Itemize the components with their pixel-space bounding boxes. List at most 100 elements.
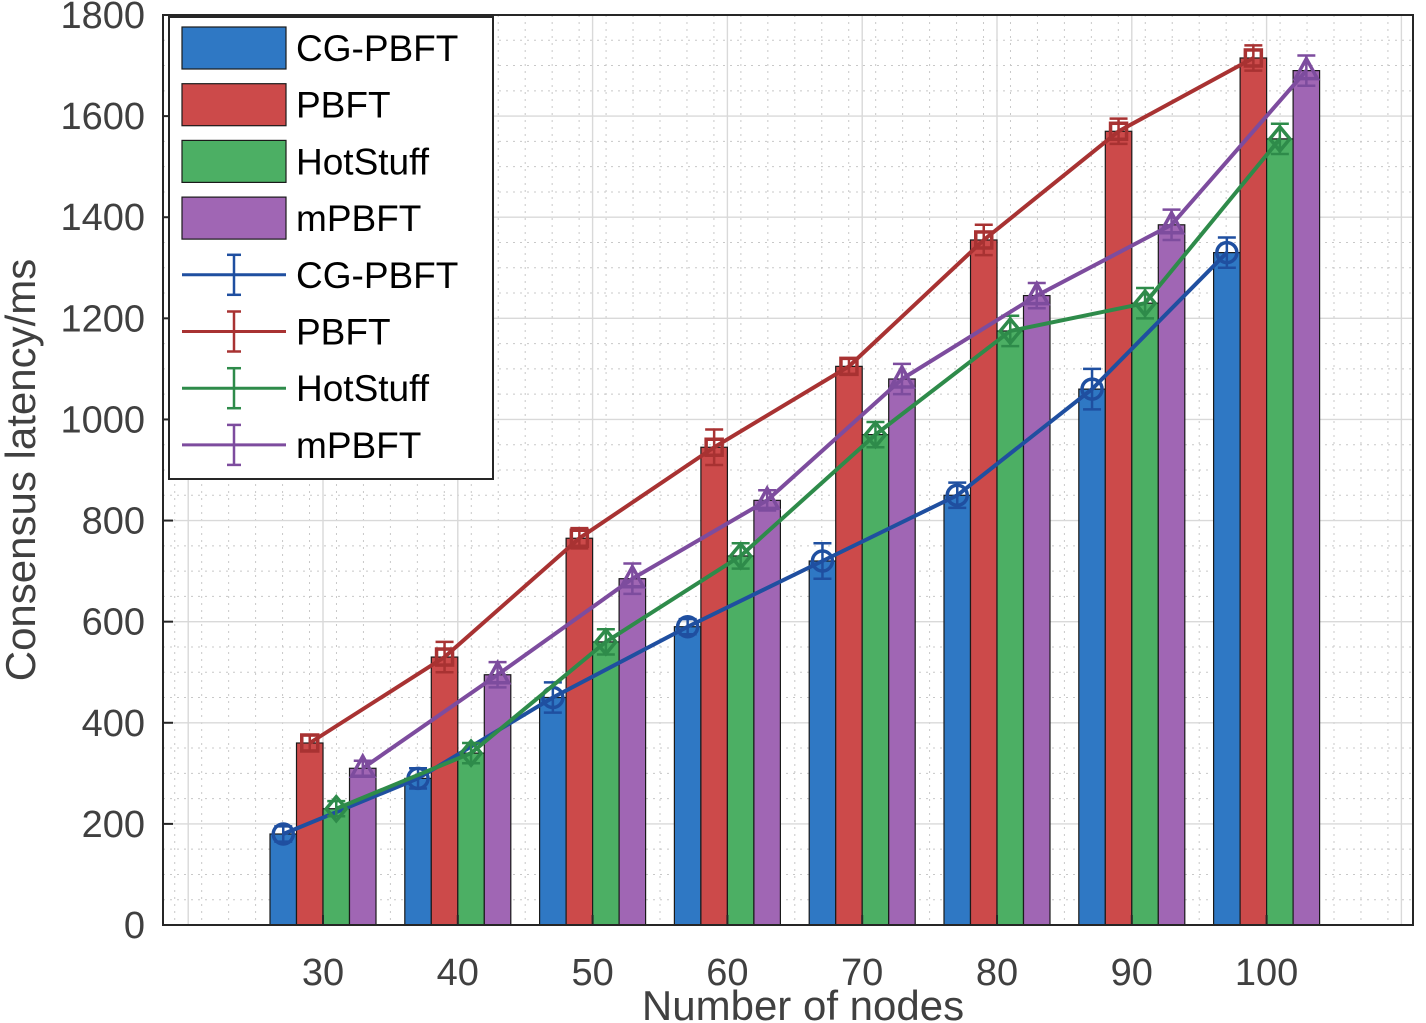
point-hotstuff-50 bbox=[593, 627, 619, 657]
bar-cg-pbft-60 bbox=[673, 626, 702, 926]
bar-hotstuff-60 bbox=[726, 555, 755, 926]
bar-hotstuff-50 bbox=[591, 641, 620, 926]
point-pbft-90 bbox=[1108, 121, 1129, 142]
point-cg-pbft-60 bbox=[675, 614, 700, 639]
bar-hotstuff-100 bbox=[1265, 138, 1294, 926]
x-tick-label: 50 bbox=[571, 952, 613, 994]
x-axis-label: Number of nodes bbox=[642, 982, 964, 1023]
legend-label-line-cg-pbft: CG-PBFT bbox=[296, 255, 458, 296]
bar-pbft-60 bbox=[700, 446, 729, 926]
point-cg-pbft-100 bbox=[1215, 240, 1239, 265]
bar-hotstuff-80 bbox=[996, 330, 1025, 926]
point-mpbft-80 bbox=[1022, 279, 1051, 306]
bar-hotstuff-40 bbox=[457, 752, 485, 926]
legend-entry-line-mpbft: mPBFT bbox=[182, 423, 421, 467]
line-mpbft bbox=[361, 69, 1308, 770]
bar-cg-pbft-80 bbox=[943, 494, 972, 926]
bar-cg-pbft-30 bbox=[269, 833, 298, 926]
bar-pbft-30 bbox=[295, 742, 324, 926]
legend-swatch-bar-pbft bbox=[181, 83, 287, 127]
point-pbft-80 bbox=[974, 230, 994, 250]
bar-mpbft-70 bbox=[888, 378, 916, 926]
point-hotstuff-100 bbox=[1267, 124, 1293, 154]
x-tick-label: 30 bbox=[302, 952, 344, 994]
x-tick-label: 100 bbox=[1235, 952, 1298, 994]
series-hotstuff bbox=[323, 122, 1293, 824]
y-tick-label: 200 bbox=[82, 804, 145, 846]
point-hotstuff-40 bbox=[458, 738, 484, 768]
legend-entry-line-hotstuff: HotStuff bbox=[182, 366, 430, 410]
bar-hotstuff-90 bbox=[1131, 302, 1159, 926]
point-cg-pbft-80 bbox=[945, 483, 969, 508]
legend-label-bar-mpbft: mPBFT bbox=[296, 198, 421, 239]
bar-hotstuff-30 bbox=[322, 808, 351, 926]
plot-frame bbox=[162, 14, 1414, 926]
point-hotstuff-70 bbox=[863, 419, 888, 450]
legend-entry-line-cg-pbft: CG-PBFT bbox=[182, 253, 458, 297]
point-mpbft-100 bbox=[1292, 54, 1321, 81]
y-tick-label: 1000 bbox=[60, 399, 145, 441]
legend-entry-line-pbft: PBFT bbox=[182, 310, 391, 353]
point-mpbft-40 bbox=[483, 659, 512, 685]
legend-swatch-bar-mpbft bbox=[181, 196, 287, 240]
bar-cg-pbft-100 bbox=[1212, 252, 1241, 926]
line-pbft bbox=[308, 56, 1255, 745]
point-hotstuff-90 bbox=[1132, 288, 1158, 318]
legend-label-bar-pbft: PBFT bbox=[296, 85, 391, 126]
point-mpbft-90 bbox=[1157, 209, 1186, 235]
point-pbft-30 bbox=[300, 733, 320, 753]
legend-swatch-bar-hotstuff bbox=[181, 139, 287, 183]
bar-pbft-80 bbox=[969, 239, 998, 926]
x-tick-label: 80 bbox=[976, 952, 1018, 994]
x-tick-label: 90 bbox=[1111, 952, 1153, 994]
point-hotstuff-80 bbox=[997, 316, 1023, 346]
point-cg-pbft-30 bbox=[271, 822, 295, 846]
bar-cg-pbft-40 bbox=[404, 777, 432, 926]
y-tick-label: 1400 bbox=[60, 197, 145, 239]
point-hotstuff-30 bbox=[323, 793, 349, 824]
bar-hotstuff-70 bbox=[861, 434, 890, 926]
bar-mpbft-30 bbox=[348, 767, 377, 926]
legend-swatch-bar-cg-pbft bbox=[181, 26, 287, 70]
bar-mpbft-100 bbox=[1292, 70, 1321, 926]
point-pbft-50 bbox=[569, 528, 590, 548]
y-tick-label: 400 bbox=[82, 703, 145, 745]
bar-mpbft-50 bbox=[618, 578, 647, 926]
bar-mpbft-60 bbox=[753, 499, 782, 926]
point-pbft-100 bbox=[1243, 48, 1264, 68]
legend-label-line-pbft: PBFT bbox=[296, 312, 391, 353]
y-tick-label: 0 bbox=[124, 905, 145, 947]
point-mpbft-60 bbox=[753, 484, 782, 511]
legend-label-bar-cg-pbft: CG-PBFT bbox=[296, 28, 458, 69]
series-mpbft bbox=[348, 54, 1321, 779]
bar-cg-pbft-70 bbox=[808, 560, 837, 926]
point-pbft-60 bbox=[704, 437, 724, 457]
legend-label-line-mpbft: mPBFT bbox=[296, 425, 421, 466]
point-cg-pbft-70 bbox=[810, 549, 835, 573]
series-pbft bbox=[300, 44, 1264, 753]
y-tick-label: 600 bbox=[82, 602, 145, 644]
bar-mpbft-40 bbox=[483, 674, 512, 926]
bar-cg-pbft-90 bbox=[1078, 388, 1106, 926]
point-mpbft-50 bbox=[618, 563, 647, 589]
line-hotstuff bbox=[335, 137, 1282, 811]
point-pbft-40 bbox=[434, 647, 455, 667]
bar-pbft-90 bbox=[1104, 130, 1133, 926]
x-axis-ticks: 30 40 50 60 70 80 90 100 bbox=[302, 915, 1298, 994]
bar-mpbft-90 bbox=[1157, 224, 1186, 926]
series-lines bbox=[271, 44, 1321, 846]
point-mpbft-30 bbox=[348, 752, 377, 779]
y-axis-label: Consensus latency/ms bbox=[0, 259, 44, 682]
bar-pbft-100 bbox=[1239, 57, 1268, 926]
legend-label-line-hotstuff: HotStuff bbox=[296, 368, 430, 409]
y-tick-label: 1800 bbox=[60, 0, 145, 37]
bar-mpbft-80 bbox=[1022, 294, 1051, 926]
x-tick-label: 60 bbox=[706, 952, 748, 994]
bar-pbft-50 bbox=[565, 537, 594, 926]
y-tick-label: 800 bbox=[82, 501, 145, 543]
point-pbft-70 bbox=[839, 356, 859, 377]
point-cg-pbft-90 bbox=[1080, 377, 1104, 401]
y-axis-ticks: 0 200 400 600 800 1000 1200 1400 1600 1800 bbox=[60, 0, 173, 947]
point-mpbft-70 bbox=[887, 363, 916, 389]
